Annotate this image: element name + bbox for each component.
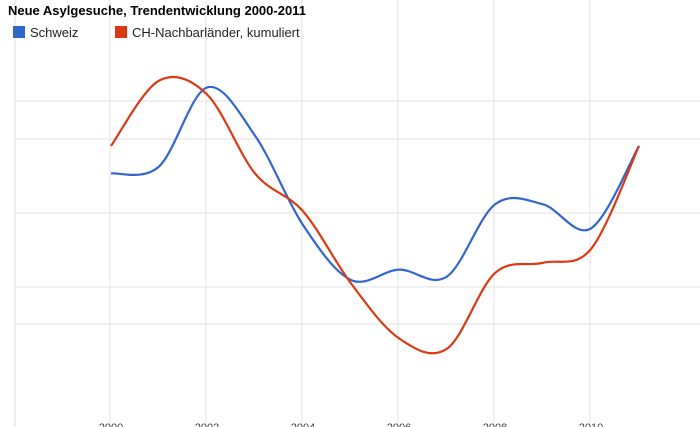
x-tick-label: 2006 <box>387 422 411 427</box>
series-line-schweiz <box>110 85 640 283</box>
series-line-nachbarlaender <box>110 75 640 355</box>
x-tick-label: 2010 <box>579 422 603 427</box>
legend-label-schweiz: Schweiz <box>30 25 78 40</box>
gridlines <box>14 0 700 427</box>
x-tick-label: 2008 <box>483 422 507 427</box>
series-lines <box>110 75 640 355</box>
x-axis-ticks: 2000 2002 2004 2006 2008 2010 <box>99 422 603 427</box>
legend-swatch-nachbarlaender <box>115 26 127 38</box>
legend: Schweiz CH-Nachbarländer, kumuliert <box>13 25 300 40</box>
chart-title: Neue Asylgesuche, Trendentwicklung 2000-… <box>8 3 306 18</box>
legend-swatch-schweiz <box>13 26 25 38</box>
x-tick-label: 2000 <box>99 422 123 427</box>
x-tick-label: 2004 <box>291 422 315 427</box>
legend-label-nachbarlaender: CH-Nachbarländer, kumuliert <box>132 25 300 40</box>
x-tick-label: 2002 <box>195 422 219 427</box>
